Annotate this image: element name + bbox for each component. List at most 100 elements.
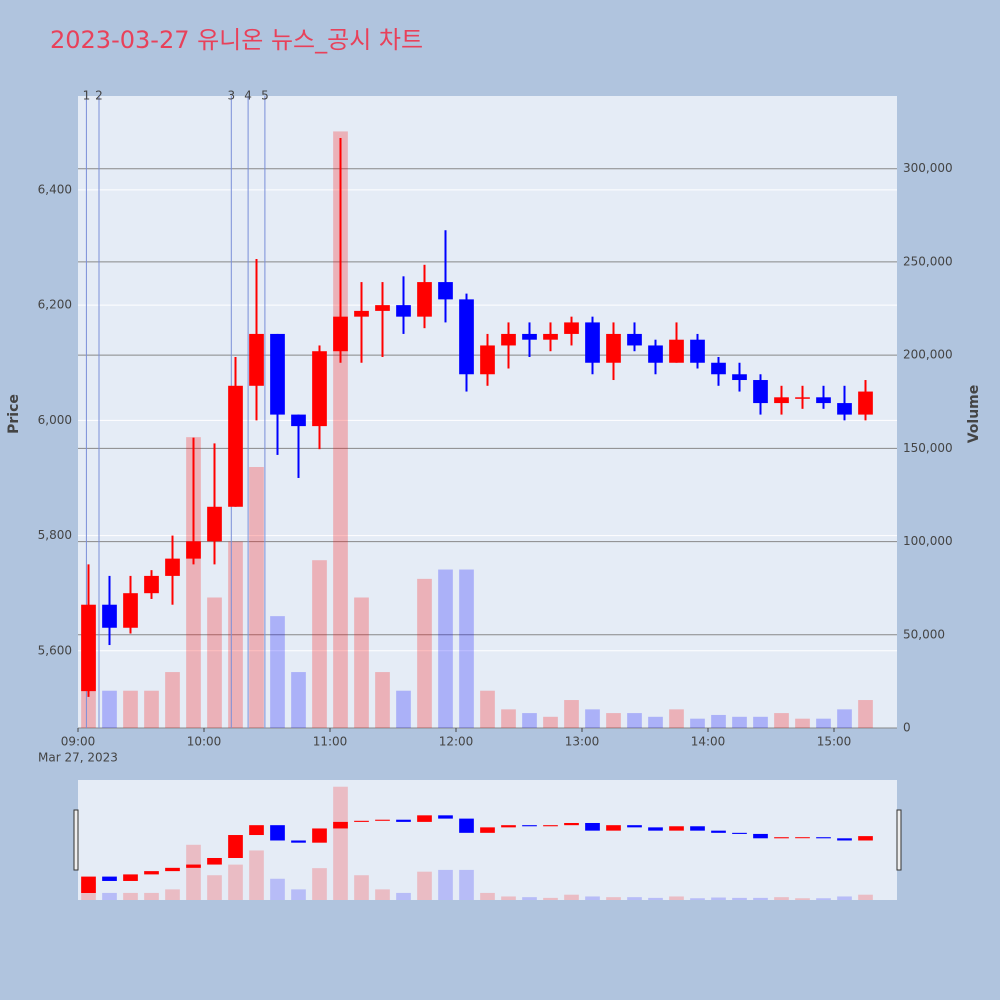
candle-body (207, 506, 222, 542)
candle-body (585, 322, 600, 363)
volume-bar (144, 690, 159, 728)
volume-bar (102, 690, 117, 728)
x-tick-label: 12:00 (439, 735, 474, 749)
slider-volume (669, 896, 684, 900)
volume-bar (585, 709, 600, 728)
slider-volume (522, 897, 537, 900)
slider-candle (753, 833, 768, 839)
volume-bar (291, 672, 306, 728)
volume-bar (123, 690, 138, 728)
slider-volume (333, 786, 348, 900)
chart-title: 2023-03-27 유니온 뉴스_공시 차트 (50, 26, 423, 54)
slider-candle (816, 837, 831, 839)
volume-bar (333, 131, 348, 729)
x-tick-label: 15:00 (817, 735, 852, 749)
candle-body (165, 558, 180, 576)
y-tick-label: 6,000 (38, 413, 72, 427)
slider-volume (375, 889, 390, 900)
slider-volume (711, 897, 726, 900)
candle-body (501, 333, 516, 346)
volume-bar (354, 597, 369, 728)
slider-volume (291, 889, 306, 900)
candle-body (543, 333, 558, 340)
volume-bar (249, 466, 264, 728)
slider-candle (627, 825, 642, 828)
slider-candle (249, 825, 264, 836)
volume-bar (459, 569, 474, 728)
volume-bar (438, 569, 453, 728)
slider-candle (81, 876, 96, 893)
range-slider[interactable] (78, 780, 897, 900)
volume-bar (480, 690, 495, 728)
slider-candle (543, 825, 558, 827)
slider-volume (585, 896, 600, 900)
y2-tick-label: 250,000 (903, 254, 953, 268)
news-label: 5 (261, 89, 269, 103)
slider-candle (102, 876, 117, 881)
volume-bar (165, 672, 180, 728)
candle-body (669, 339, 684, 363)
x-tick-label: 09:00 (61, 735, 96, 749)
volume-bar (186, 437, 201, 728)
slider-volume (858, 894, 873, 900)
candle-body (375, 305, 390, 311)
slider-volume (102, 892, 117, 900)
slider-volume (690, 898, 705, 900)
slider-candle (354, 820, 369, 822)
range-handle[interactable] (896, 809, 902, 871)
slider-volume (606, 897, 621, 900)
volume-bar (501, 709, 516, 728)
slider-volume (417, 871, 432, 900)
slider-volume (543, 897, 558, 900)
slider-candle (396, 819, 411, 822)
candle-body (795, 397, 810, 399)
slider-volume (732, 897, 747, 900)
volume-bar (837, 709, 852, 728)
slider-candle (648, 827, 663, 831)
candle-body (270, 333, 285, 415)
y-axis-title: Price (6, 394, 22, 434)
volume-bar (522, 713, 537, 728)
volume-bar (564, 700, 579, 728)
volume-bar (543, 716, 558, 728)
slider-candle (375, 819, 390, 821)
slider-candle (585, 822, 600, 831)
candle-body (753, 380, 768, 404)
candle-body (816, 397, 831, 404)
slider-candle (165, 867, 180, 872)
volume-bar (711, 714, 726, 728)
slider-volume (753, 897, 768, 900)
y2-axis-title: Volume (966, 385, 982, 444)
candle-body (690, 339, 705, 363)
slider-candle (837, 838, 852, 841)
slider-candle (732, 832, 747, 834)
slider-candle (564, 822, 579, 826)
slider-candle (774, 837, 789, 839)
candle-body (186, 541, 201, 559)
candle-body (102, 604, 117, 628)
slider-volume (501, 896, 516, 900)
slider-candle (480, 827, 495, 833)
range-handle[interactable] (73, 809, 79, 871)
candle-body (711, 362, 726, 375)
slider-volume (459, 869, 474, 900)
slider-volume (144, 892, 159, 900)
candle-body (732, 374, 747, 381)
volume-bar (396, 690, 411, 728)
candle-body (396, 305, 411, 317)
slider-volume (480, 892, 495, 900)
x-sublabel: Mar 27, 2023 (38, 751, 118, 765)
slider-candle (228, 835, 243, 858)
candle-body (291, 414, 306, 427)
y-tick-label: 5,600 (38, 643, 72, 657)
candle-body (522, 333, 537, 340)
candle-body (459, 299, 474, 375)
candle-body (606, 333, 621, 363)
volume-bar (669, 709, 684, 728)
volume-bar (774, 713, 789, 728)
slider-candle (270, 825, 285, 841)
slider-volume (438, 869, 453, 900)
slider-candle (123, 874, 138, 881)
candle-body (312, 351, 327, 427)
